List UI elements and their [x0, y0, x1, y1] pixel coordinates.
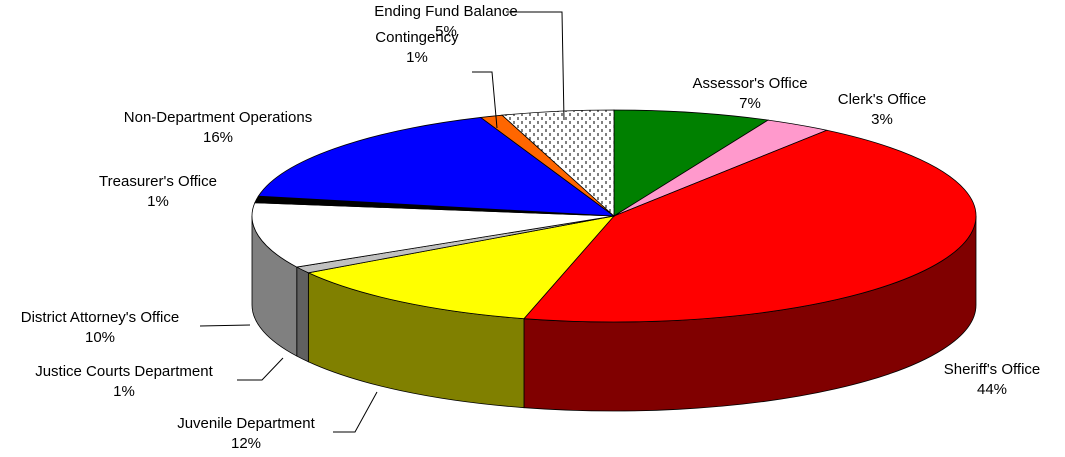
- pie-top: [251, 109, 977, 323]
- leader-line: [237, 357, 284, 381]
- slice-value-label: 16%: [203, 129, 233, 146]
- slice-value-label: 44%: [977, 381, 1007, 398]
- pie-sides: [251, 215, 977, 412]
- slice: [251, 202, 615, 268]
- leader-line: [472, 71, 498, 129]
- slice-value-label: 1%: [113, 383, 135, 400]
- slice-value-label: 7%: [739, 95, 761, 112]
- slice-label: Contingency: [375, 29, 459, 46]
- slice-label: Treasurer's Office: [99, 173, 217, 190]
- slice-label: Justice Courts Department: [35, 363, 213, 380]
- slice-label: District Attorney's Office: [21, 309, 179, 326]
- slice: [613, 109, 770, 217]
- slice-side: [296, 266, 309, 363]
- slice-label: Juvenile Department: [177, 415, 315, 432]
- slice: [523, 129, 977, 323]
- slice-label: Clerk's Office: [838, 91, 926, 108]
- leader-line: [506, 11, 565, 121]
- leader-line: [333, 391, 378, 433]
- leader-line: [199, 324, 251, 327]
- slice: [501, 109, 615, 217]
- slice-value-label: 10%: [85, 329, 115, 346]
- slice-label: Ending Fund Balance: [374, 3, 517, 20]
- slice-value-label: 12%: [231, 435, 261, 452]
- slice-label: Assessor's Office: [692, 75, 807, 92]
- slice-value-label: 1%: [406, 49, 428, 66]
- slice-value-label: 5%: [435, 23, 457, 40]
- slice-value-label: 1%: [147, 193, 169, 210]
- slice-value-label: 3%: [871, 111, 893, 128]
- slice-label: Non-Department Operations: [124, 109, 312, 126]
- slice: [257, 117, 616, 217]
- slice: [307, 215, 616, 320]
- slice-label: Sheriff's Office: [944, 361, 1041, 378]
